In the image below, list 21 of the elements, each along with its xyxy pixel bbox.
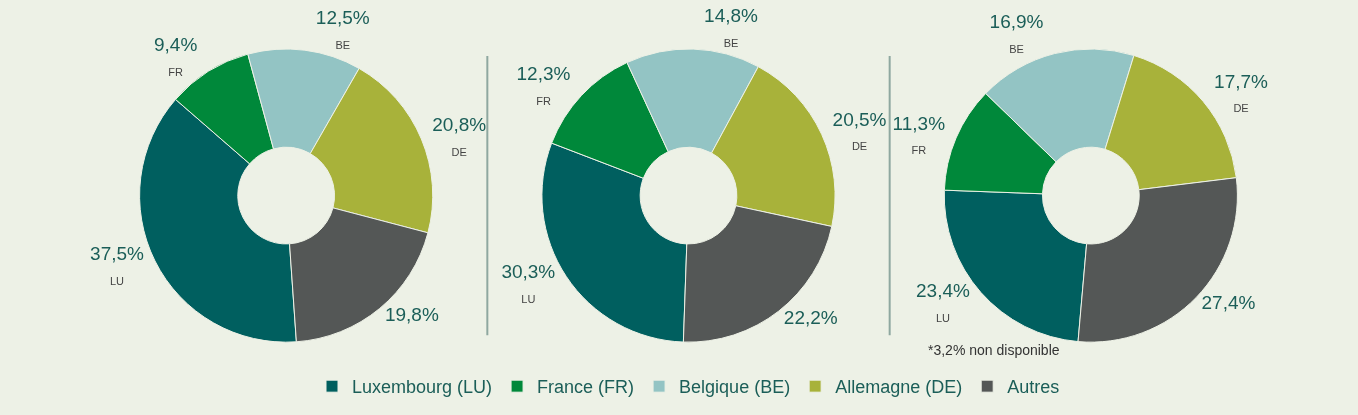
data-label: 30,3% LU <box>501 261 556 306</box>
data-label: 27,4% <box>1201 291 1256 313</box>
data-label: 14,8% BE <box>704 5 759 50</box>
data-label: 12,3% FR <box>516 63 571 108</box>
data-label: 19,8% <box>384 304 439 326</box>
data-label: 9,4% FR <box>153 33 198 78</box>
legend-label: France (FR) <box>537 377 635 398</box>
data-label: 16,9% BE <box>989 11 1044 55</box>
legend-label: Belgique (BE) <box>679 377 791 398</box>
data-label: 12,5% BE <box>315 6 370 51</box>
data-label: 20,5% DE <box>832 108 887 153</box>
data-label: 11,3% FR <box>892 112 946 157</box>
text: *3,2% non disponible <box>928 342 1060 358</box>
legend-label: Luxembourg (LU) <box>352 377 493 398</box>
legend-label: Autres <box>1007 377 1060 398</box>
data-label: 37,5% LU <box>90 243 145 288</box>
data-label: 22,2% <box>783 307 838 329</box>
data-label: 17,7% DE <box>1214 70 1269 115</box>
data-label: 20,8% DE <box>432 113 487 158</box>
legend-label: Allemagne (DE) <box>835 377 963 398</box>
data-label: 23,4% LU <box>916 280 971 325</box>
